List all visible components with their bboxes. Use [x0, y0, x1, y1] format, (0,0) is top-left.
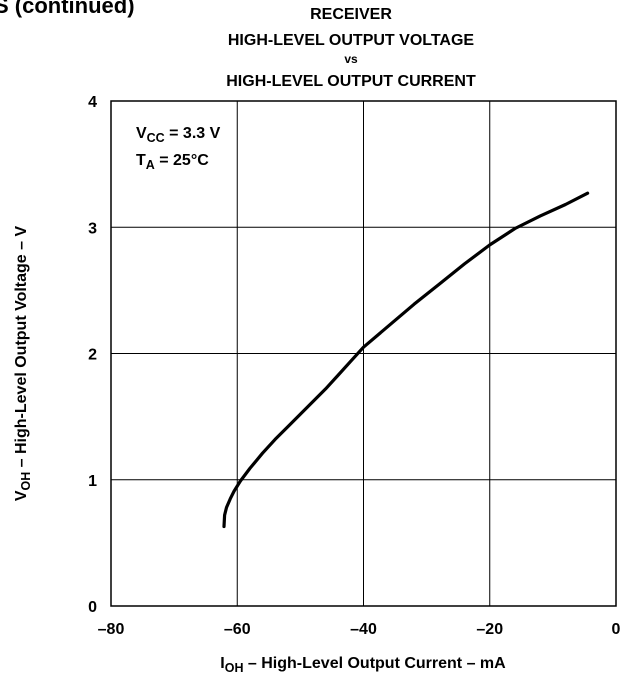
- x-axis-label: IOH – High-Level Output Current – mA: [220, 655, 506, 675]
- series: [222, 191, 590, 529]
- annotations: VCC = 3.3 V TA = 25°C: [136, 125, 221, 172]
- plot-frame: [110, 100, 617, 607]
- x-tick-label: –80: [98, 621, 125, 638]
- y-tick-label: 2: [88, 347, 97, 364]
- title-line-0: RECEIVER: [310, 6, 392, 23]
- series-line-0: [222, 191, 590, 529]
- y-tick-label: 4: [88, 94, 97, 111]
- y-axis-label: VOH – High-Level Output Voltage – V: [13, 226, 33, 502]
- title-line-2: vs: [344, 52, 358, 66]
- y-tick-label: 0: [88, 599, 97, 616]
- y-tick-label: 3: [88, 220, 97, 237]
- x-tick-label: –20: [476, 621, 503, 638]
- x-tick-label: 0: [612, 621, 621, 638]
- header-fragment: S (continued): [0, 0, 135, 18]
- chart-title: RECEIVER HIGH-LEVEL OUTPUT VOLTAGE vs HIGH-…: [226, 6, 476, 90]
- annotation-1: TA = 25°C: [136, 152, 209, 172]
- title-line-3: HIGH-LEVEL OUTPUT CURRENT: [226, 73, 476, 90]
- tick-labels: –80 –60 –40 –20 0 0 1 2 3 4: [88, 94, 620, 638]
- y-tick-label: 1: [88, 473, 97, 490]
- title-line-1: HIGH-LEVEL OUTPUT VOLTAGE: [228, 32, 475, 49]
- x-tick-label: –40: [350, 621, 377, 638]
- grid: [111, 101, 616, 606]
- x-axis-label-text: IOH – High-Level Output Current – mA: [220, 655, 506, 675]
- y-axis-label-text: VOH – High-Level Output Voltage – V: [13, 226, 33, 502]
- annotation-0: VCC = 3.3 V: [136, 125, 221, 145]
- x-tick-label: –60: [224, 621, 251, 638]
